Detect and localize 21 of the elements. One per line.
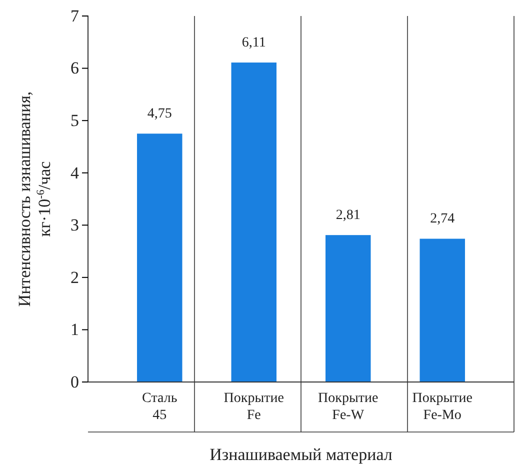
data-label: 2,74 [430, 212, 455, 227]
data-label: 6,11 [242, 36, 266, 51]
data-label: 4,75 [147, 106, 172, 122]
bar [137, 134, 182, 382]
y-tick-label: 3 [70, 216, 79, 235]
y-tick-label: 4 [70, 163, 80, 182]
y-tick-label: 1 [70, 320, 79, 340]
y-tick-label: 6 [70, 58, 79, 78]
x-tick-label: Покрытие Fe-W [318, 391, 378, 423]
bar [231, 62, 276, 382]
x-tick-label: Покрытие Fe-Mo [412, 391, 472, 423]
y-tick-label: 7 [70, 6, 80, 26]
bar [326, 235, 371, 382]
y-tick-label: 5 [70, 111, 79, 130]
x-axis-title: Изнашиваемый материал [210, 445, 393, 464]
data-label: 2,81 [336, 208, 360, 224]
y-tick-label: 0 [70, 372, 79, 392]
x-tick-label: Покрытие Fe [224, 391, 284, 423]
x-tick-label: Сталь 45 [142, 391, 178, 423]
bar [420, 238, 465, 382]
y-tick-label: 2 [70, 268, 79, 287]
